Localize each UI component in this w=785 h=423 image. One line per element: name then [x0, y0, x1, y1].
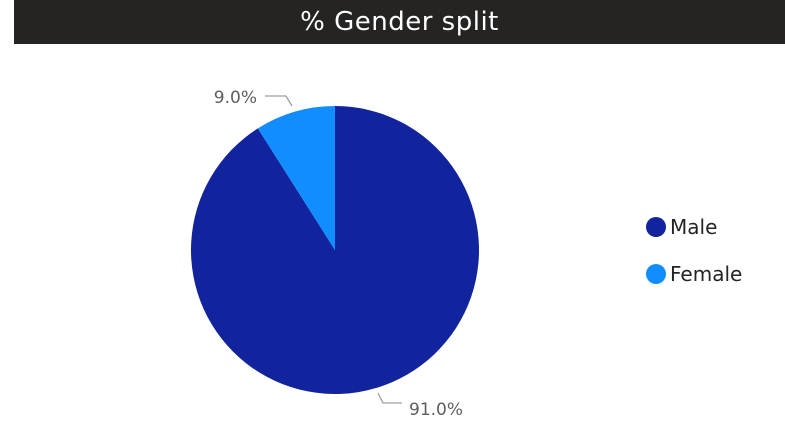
- leader-line-female: [265, 95, 293, 107]
- title-bar: % Gender split: [14, 0, 785, 44]
- legend-item-male[interactable]: Male: [646, 213, 742, 241]
- data-label-male: 91.0%: [409, 400, 463, 420]
- chart-title: % Gender split: [300, 7, 499, 37]
- legend-label-female: Female: [670, 262, 743, 286]
- legend-marker-female: [646, 264, 666, 284]
- leader-line-male: [377, 392, 402, 404]
- data-label-female: 9.0%: [214, 88, 257, 108]
- legend-item-female[interactable]: Female: [646, 260, 742, 288]
- legend-label-male: Male: [670, 215, 718, 239]
- legend-marker-male: [646, 217, 666, 237]
- legend: Male Female: [646, 213, 742, 307]
- pie-slice-female[interactable]: [257, 106, 335, 250]
